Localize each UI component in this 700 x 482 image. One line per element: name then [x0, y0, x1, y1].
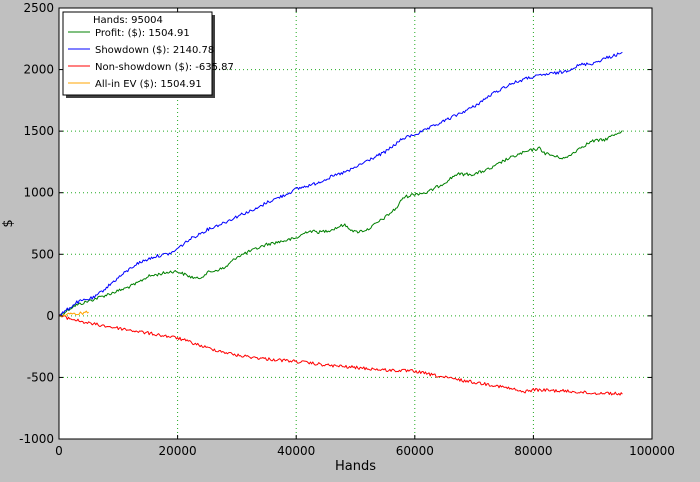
y-tick-label: 2500	[23, 1, 54, 15]
plot-frame	[58, 7, 653, 440]
y-axis-label: $	[1, 219, 16, 227]
legend-label-0: Profit: ($): 1504.91	[95, 28, 190, 39]
y-tick-label: 1500	[23, 124, 54, 138]
legend-box	[62, 11, 213, 96]
legend-items: Profit: ($): 1504.91 Showdown ($): 2140.7…	[68, 28, 234, 90]
series-line-2	[58, 315, 623, 396]
series-line-0	[58, 130, 623, 317]
y-tick-label: -500	[27, 370, 54, 384]
x-tick-label: 0	[55, 444, 63, 458]
series-lines	[58, 51, 623, 396]
legend-label-3: All-in EV ($): 1504.91	[95, 79, 202, 90]
x-tick-label: 20000	[159, 444, 197, 458]
x-tick-label: 100000	[629, 444, 675, 458]
legend-label-1: Showdown ($): 2140.78	[95, 45, 214, 56]
x-tick-label: 40000	[277, 444, 315, 458]
x-axis-label: Hands	[335, 459, 376, 474]
axis-ticks: 0 20000 40000 60000 80000 100000 -1000 -500 0 500…	[19, 1, 675, 458]
x-tick-label: 60000	[396, 444, 434, 458]
grid	[59, 8, 652, 439]
y-tick-label: -1000	[19, 432, 54, 446]
y-tick-label: 0	[46, 309, 54, 323]
legend-header: Hands: 95004	[93, 15, 163, 26]
series-line-3	[58, 310, 89, 318]
y-tick-label: 500	[31, 247, 54, 261]
y-tick-label: 2000	[23, 63, 54, 77]
y-tick-label: 1000	[23, 186, 54, 200]
series-line-1	[58, 51, 623, 317]
legend-label-2: Non-showdown ($): -635.87	[95, 62, 234, 73]
x-tick-label: 80000	[514, 444, 552, 458]
legend: Hands: 95004 Profit: ($): 1504.91 Showdow…	[62, 11, 234, 98]
